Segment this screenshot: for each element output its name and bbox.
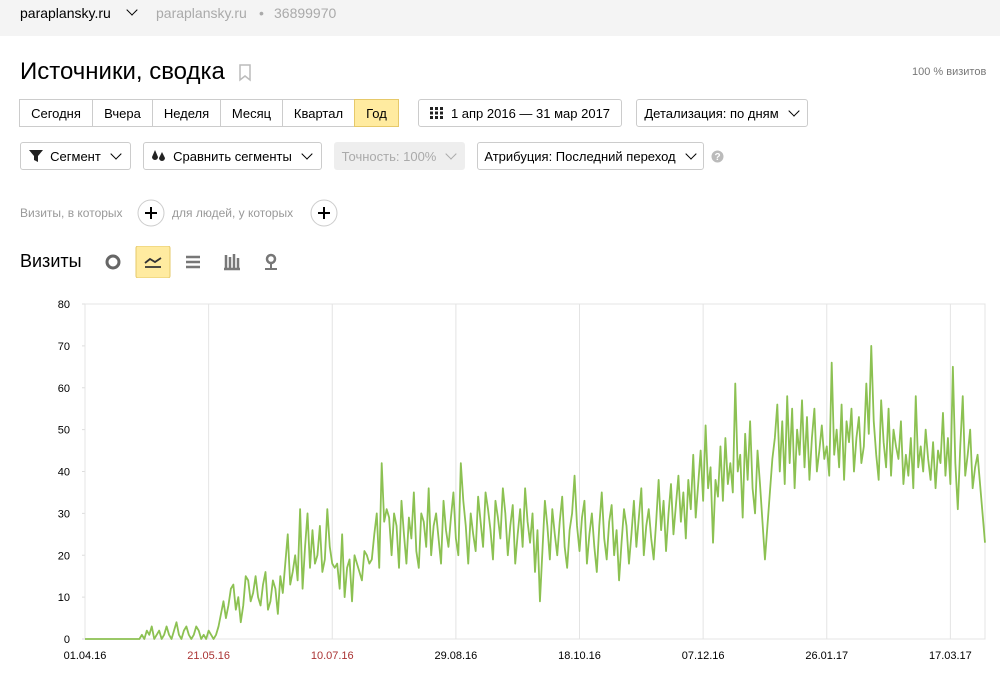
period-button[interactable]: Неделя: [152, 99, 221, 127]
chart-title: Визиты: [20, 251, 82, 271]
top-bar: paraplansky.ru paraplansky.ru • 36899970: [0, 0, 1000, 36]
area-icon[interactable]: [186, 255, 200, 269]
y-tick-label: 0: [64, 634, 70, 646]
y-tick-label: 20: [58, 550, 70, 562]
bookmark-icon[interactable]: [238, 64, 252, 82]
y-tick-label: 80: [58, 299, 70, 311]
separator: •: [259, 5, 264, 21]
help-icon[interactable]: ?: [711, 150, 724, 163]
y-tick-label: 60: [58, 383, 70, 395]
period-button[interactable]: Вчера: [92, 99, 153, 127]
line-chart-button[interactable]: [135, 246, 171, 278]
add-button[interactable]: [137, 199, 165, 227]
chevron: [110, 148, 122, 160]
chevron: [445, 148, 458, 160]
chart: 0 10 20 30 40 50 60 70 80 01.04.16 21.05.16 10.07.1…: [58, 299, 986, 662]
date-range: 1 апр 2016 — 31 мар 2017: [450, 105, 611, 121]
y-tick-label: 70: [58, 341, 70, 353]
plot-area: [84, 303, 986, 640]
filter-label: Сегмент: [50, 148, 101, 164]
segment-people-label: для людей, у которых: [172, 206, 294, 220]
y-tick-label: 40: [58, 467, 70, 479]
y-tick-label: 10: [58, 592, 70, 604]
attribution-button[interactable]: Атрибуция: Последний переход: [477, 142, 704, 170]
counter-id: 36899970: [274, 5, 337, 21]
accuracy-button: Точность: 100%: [334, 142, 465, 170]
y-tick-label: 30: [58, 508, 70, 520]
chevron: [301, 148, 313, 160]
x-tick-label: 18.10.16: [558, 650, 601, 662]
x-tick-label: 21.05.16: [187, 650, 230, 662]
date-range-button[interactable]: 1 апр 2016 — 31 мар 2017: [418, 99, 622, 127]
x-tick-label: 10.07.16: [311, 650, 354, 662]
period-button[interactable]: Сегодня: [19, 99, 93, 127]
filter-label: Атрибуция: Последний переход: [484, 148, 676, 164]
site-name: paraplansky.ru: [156, 5, 247, 21]
chart-type-switcher: [105, 246, 277, 278]
map-icon[interactable]: [265, 253, 277, 270]
x-tick-label: 26.01.17: [805, 650, 848, 662]
filter-label: Сравнить сегменты: [173, 148, 292, 164]
filter-label: Точность: 100%: [341, 148, 437, 164]
segment-visits-label: Визиты, в которых: [20, 206, 123, 220]
add-button[interactable]: [310, 199, 338, 227]
period-group: Сегодня Вчера Неделя Месяц Квартал Год: [19, 99, 399, 127]
calendar-icon: [429, 107, 443, 119]
period-button[interactable]: Месяц: [220, 99, 283, 127]
compare-icon: [152, 150, 166, 161]
period-button[interactable]: Квартал: [282, 99, 355, 127]
svg-text:?: ?: [714, 152, 720, 163]
x-tick-label: 07.12.16: [682, 650, 725, 662]
bar-icon[interactable]: [224, 254, 240, 271]
line: [85, 344, 986, 640]
line-icon: [144, 257, 162, 268]
detail-label: Детализация: по дням: [644, 105, 779, 121]
x-tick-label: 29.08.16: [434, 650, 477, 662]
chevron: [126, 4, 138, 16]
x-tick-label: 17.03.17: [929, 650, 972, 662]
period-button[interactable]: Год: [354, 99, 399, 127]
chevron: [787, 105, 800, 117]
compare-button[interactable]: Сравнить сегменты: [143, 142, 322, 170]
detail-button[interactable]: Детализация: по дням: [636, 99, 808, 127]
page-title: Источники, сводка: [20, 58, 225, 85]
visits-share: 100 % визитов: [912, 66, 987, 78]
chevron: [684, 148, 697, 160]
site-selector[interactable]: paraplansky.ru: [20, 5, 111, 21]
x-tick-label: 01.04.16: [64, 650, 107, 662]
pie-icon[interactable]: [105, 254, 121, 270]
segment-button[interactable]: Сегмент: [20, 142, 131, 170]
y-tick-label: 50: [58, 425, 70, 437]
filter-icon: [29, 150, 44, 162]
